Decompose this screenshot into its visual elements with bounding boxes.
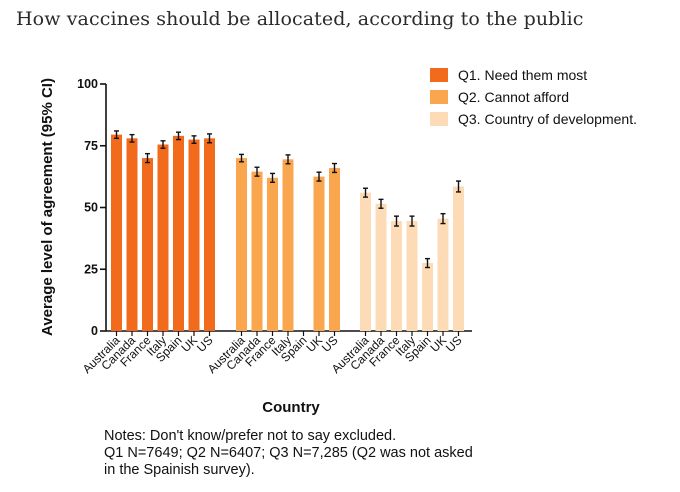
bar — [126, 138, 138, 331]
legend-label: Q1. Need them most — [458, 67, 587, 83]
x-tick-label: US — [194, 333, 216, 355]
error-bars — [114, 130, 461, 269]
legend-swatch — [430, 68, 448, 82]
bar — [111, 134, 122, 331]
y-axis-label: Average level of agreement (95% CI) — [39, 78, 56, 336]
y-tick-label: 75 — [84, 139, 98, 153]
bar — [236, 158, 247, 331]
x-tick-label: US — [443, 333, 465, 355]
bar — [188, 139, 200, 331]
y-tick-label: 100 — [77, 77, 98, 91]
bar-chart: 0 25 50 75 100 AustraliaCanadaFranceItalySpa… — [39, 67, 637, 416]
bar — [375, 203, 387, 331]
legend-label: Q3. Country of development. — [458, 111, 637, 127]
bar — [406, 221, 418, 331]
bar — [422, 263, 433, 331]
x-axis-label: Country — [262, 399, 320, 416]
bar — [329, 167, 340, 331]
bar — [313, 176, 325, 331]
bar — [251, 171, 263, 331]
bar — [437, 218, 449, 331]
bar — [453, 186, 464, 331]
bar — [267, 177, 278, 331]
notes: Notes: Don't know/prefer not to say excl… — [104, 428, 473, 479]
note-line: Q1 N=7649; Q2 N=6407; Q3 N=7,285 (Q2 was… — [104, 445, 473, 461]
y-tick-label: 0 — [91, 324, 98, 338]
bar — [360, 192, 371, 331]
x-tick-labels: AustraliaCanadaFranceItalySpainUKUSAustr… — [80, 331, 465, 376]
y-tick-label: 25 — [84, 262, 98, 276]
bar — [282, 159, 294, 331]
x-tick-label: US — [319, 333, 341, 355]
bar — [391, 221, 402, 331]
note-line: Notes: Don't know/prefer not to say excl… — [104, 428, 397, 444]
y-tick-label: 50 — [84, 201, 98, 215]
bars — [111, 134, 464, 331]
legend-swatch — [430, 90, 448, 104]
bar — [173, 135, 184, 331]
legend-swatch — [430, 112, 448, 126]
note-line: in the Spainish survey). — [104, 462, 255, 478]
chart-title: How vaccines should be allocated, accord… — [16, 8, 584, 30]
bar — [157, 144, 169, 331]
legend-label: Q2. Cannot afford — [458, 89, 569, 105]
bar — [142, 158, 153, 331]
legend: Q1. Need them most Q2. Cannot afford Q3. C… — [430, 67, 637, 127]
bar — [204, 138, 215, 331]
